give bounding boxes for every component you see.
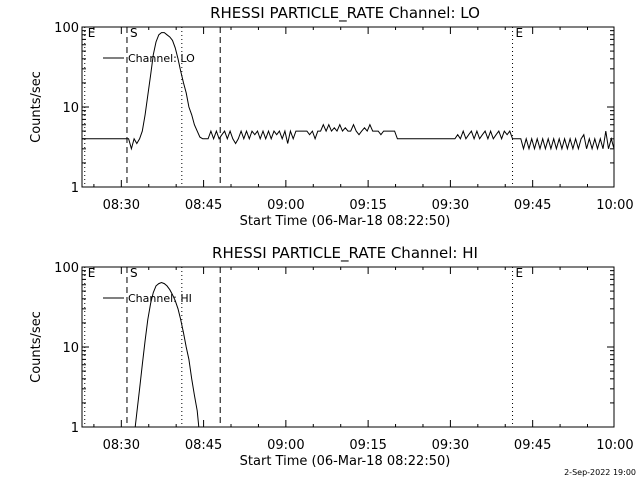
x-tick-label: 09:15 [349,438,386,453]
x-axis-label: Start Time (06-Mar-18 08:22:50) [240,214,451,229]
legend-label: Channel: LO [128,52,195,65]
event-marker-label: S [130,26,138,40]
panel-hi: RHESSI PARTICLE_RATE Channel: HI Counts/… [29,244,634,469]
x-tick-label: 10:00 [596,438,633,453]
date-stamp: 2-Sep-2022 19:00 [564,468,636,477]
y-axis-label: Counts/sec [29,71,44,143]
x-tick-label: 09:45 [514,438,551,453]
panel-lo: RHESSI PARTICLE_RATE Channel: LO Counts/… [29,4,634,229]
x-tick-label: 09:30 [432,198,469,213]
chart-title: RHESSI PARTICLE_RATE Channel: LO [210,4,480,23]
y-tick-label: 1 [71,181,79,196]
legend-label: Channel: HI [128,292,192,305]
event-marker-label: E [88,266,96,280]
chart-title: RHESSI PARTICLE_RATE Channel: HI [212,244,478,263]
x-tick-label: 08:45 [185,198,222,213]
series-line [82,32,614,151]
x-tick-label: 09:00 [267,438,304,453]
plot-area: 08:30 08:45 09:00 09:15 09:30 09:45 10:00 1 10 10… [54,261,633,453]
plot-area: 08:30 08:45 09:00 09:15 09:30 09:45 10:00 1 10 10… [54,21,633,213]
x-tick-label: 08:30 [103,438,140,453]
x-tick-label: 08:30 [103,198,140,213]
y-tick-label: 1 [71,421,79,436]
x-axis-label: Start Time (06-Mar-18 08:22:50) [240,454,451,469]
x-tick-label: 09:15 [349,198,386,213]
y-tick-label: 10 [62,341,79,356]
event-marker-label: E [516,266,524,280]
y-axis-label: Counts/sec [29,311,44,383]
y-tick-label: 10 [62,101,79,116]
x-tick-label: 09:45 [514,198,551,213]
x-tick-label: 08:45 [185,438,222,453]
series-line [134,281,200,427]
event-marker-label: E [516,26,524,40]
y-tick-label: 100 [54,21,79,36]
x-tick-label: 09:30 [432,438,469,453]
x-tick-label: 09:00 [267,198,304,213]
x-tick-label: 10:00 [596,198,633,213]
event-marker-label: S [130,266,138,280]
event-marker-label: E [88,26,96,40]
y-tick-label: 100 [54,261,79,276]
